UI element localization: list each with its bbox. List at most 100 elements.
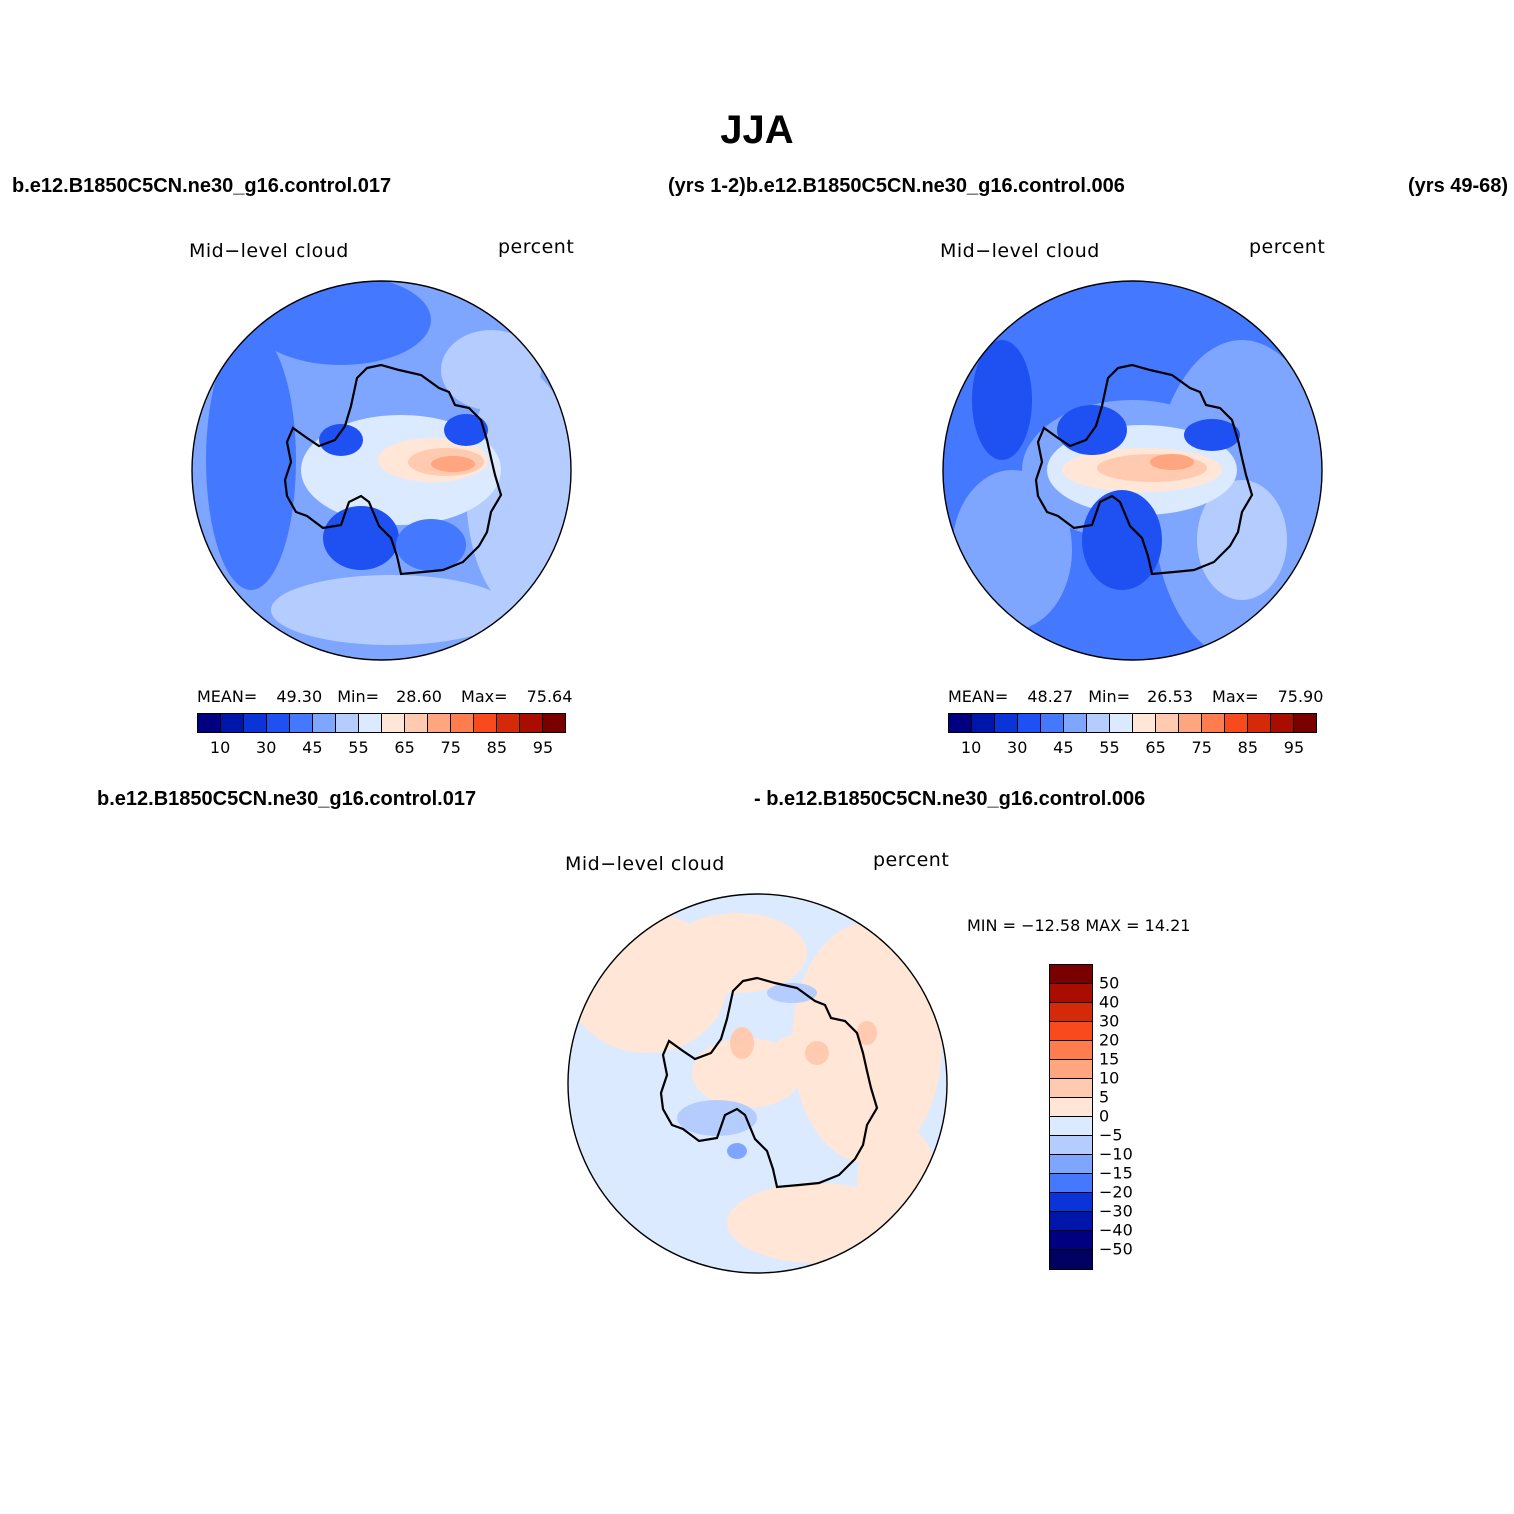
colorbar-tick-label: 85: [486, 738, 507, 757]
panel1-max-value: 75.64: [526, 687, 573, 706]
case-label-right: (yrs 49-68): [1408, 175, 1509, 197]
panel3-variable-label: Mid−level cloud: [565, 853, 725, 875]
case-label-middle: (yrs 1-2)b.e12.B1850C5CN.ne30_g16.contro…: [668, 175, 1125, 197]
colorbar-swatch: [543, 714, 565, 732]
colorbar-swatch: [1225, 714, 1248, 732]
colorbar-tick-label: −40: [1099, 1220, 1133, 1240]
colorbar-tick-label: 55: [348, 738, 369, 757]
panel3-map: [567, 893, 948, 1274]
colorbar-swatch: [1050, 1250, 1092, 1269]
colorbar-swatch: [198, 714, 221, 732]
colorbar-tick-label: 30: [1007, 738, 1028, 757]
colorbar-swatch: [244, 714, 267, 732]
colorbar-swatch: [497, 714, 520, 732]
antarctica-coastline: [283, 363, 503, 576]
colorbar-tick-label: 65: [394, 738, 415, 757]
colorbar-tick-label: −5: [1099, 1125, 1123, 1145]
colorbar-swatch: [1050, 1003, 1092, 1022]
colorbar-tick-label: 55: [1099, 738, 1120, 757]
colorbar-swatch: [1050, 1212, 1092, 1231]
panel3-colorbar: [1049, 964, 1093, 1270]
colorbar-swatch: [1050, 1041, 1092, 1060]
panel2-mean-label: MEAN=: [948, 687, 1009, 706]
panel1-map: [191, 280, 572, 661]
panel2-max-label: Max=: [1212, 687, 1259, 706]
colorbar-swatch: [405, 714, 428, 732]
colorbar-tick-label: 20: [1099, 1030, 1120, 1050]
colorbar-swatch: [1050, 1079, 1092, 1098]
colorbar-swatch: [1018, 714, 1041, 732]
colorbar-tick-label: 10: [960, 738, 982, 757]
map-boundary: [942, 280, 1323, 661]
colorbar-tick-label: 30: [256, 738, 277, 757]
colorbar-swatch: [1087, 714, 1110, 732]
colorbar-swatch: [1248, 714, 1271, 732]
colorbar-swatch: [428, 714, 451, 732]
colorbar-swatch: [1050, 1060, 1092, 1079]
colorbar-swatch: [1050, 1098, 1092, 1117]
colorbar-swatch: [336, 714, 359, 732]
panel2-stats: MEAN= 48.27 Min= 26.53 Max= 75.90: [948, 687, 1323, 706]
diff-case-label-left: b.e12.B1850C5CN.ne30_g16.control.017: [97, 788, 477, 810]
colorbar-tick-label: 85: [1237, 738, 1258, 757]
colorbar-tick-label: −30: [1099, 1201, 1133, 1221]
panel3-minmax: MIN = −12.58 MAX = 14.21: [967, 916, 1191, 935]
panel1-mean-label: MEAN=: [197, 687, 258, 706]
panel1-min-value: 28.60: [396, 687, 442, 706]
colorbar-swatch: [1064, 714, 1087, 732]
colorbar-tick-label: 45: [302, 738, 323, 757]
colorbar-swatch: [382, 714, 405, 732]
colorbar-tick-label: 0: [1099, 1106, 1110, 1126]
panel1-max-label: Max=: [461, 687, 508, 706]
colorbar-tick-label: 10: [1099, 1068, 1120, 1088]
panel1-min-label: Min=: [337, 687, 380, 706]
colorbar-swatch: [972, 714, 995, 732]
colorbar-tick-label: 45: [1053, 738, 1074, 757]
colorbar-swatch: [1179, 714, 1202, 732]
diff-case-label-right: - b.e12.B1850C5CN.ne30_g16.control.006: [754, 788, 1146, 810]
colorbar-swatch: [267, 714, 290, 732]
colorbar-swatch: [474, 714, 497, 732]
colorbar-swatch: [359, 714, 382, 732]
colorbar-tick-label: 95: [532, 738, 554, 757]
panel1-variable-label: Mid−level cloud: [189, 240, 349, 262]
colorbar-tick-label: 40: [1099, 992, 1120, 1012]
colorbar-tick-label: 75: [1191, 738, 1212, 757]
colorbar-swatch: [1041, 714, 1064, 732]
colorbar-swatch: [1133, 714, 1156, 732]
map-boundary: [191, 280, 572, 661]
colorbar-swatch: [520, 714, 543, 732]
panel1-stats: MEAN= 49.30 Min= 28.60 Max= 75.64: [197, 687, 572, 706]
colorbar-swatch: [1050, 965, 1092, 984]
panel2-variable-label: Mid−level cloud: [940, 240, 1100, 262]
colorbar-swatch: [1050, 1022, 1092, 1041]
colorbar-tick-label: 10: [209, 738, 231, 757]
colorbar-tick-label: 5: [1099, 1087, 1110, 1107]
colorbar-tick-label: 75: [440, 738, 461, 757]
colorbar-tick-label: −10: [1099, 1144, 1133, 1164]
antarctica-coastline: [659, 976, 879, 1189]
colorbar-swatch: [1156, 714, 1179, 732]
colorbar-swatch: [1110, 714, 1133, 732]
colorbar-tick-label: 50: [1099, 973, 1120, 993]
colorbar-tick-label: −15: [1099, 1163, 1133, 1183]
colorbar-tick-label: −20: [1099, 1182, 1133, 1202]
colorbar-swatch: [1271, 714, 1294, 732]
panel3-units-label: percent: [873, 849, 950, 871]
colorbar-swatch: [995, 714, 1018, 732]
panel1-units-label: percent: [498, 236, 575, 258]
figure-title: JJA: [720, 108, 794, 152]
panel2-colorbar: [948, 713, 1317, 733]
colorbar-swatch: [313, 714, 336, 732]
panel2-mean-value: 48.27: [1027, 687, 1074, 706]
panel2-map: [942, 280, 1323, 661]
colorbar-tick-label: −50: [1099, 1239, 1133, 1259]
colorbar-swatch: [949, 714, 972, 732]
panel2-min-value: 26.53: [1147, 687, 1193, 706]
colorbar-swatch: [1050, 1155, 1092, 1174]
panel2-max-value: 75.90: [1277, 687, 1324, 706]
colorbar-swatch: [290, 714, 313, 732]
panel2-min-label: Min=: [1088, 687, 1131, 706]
colorbar-tick-label: 65: [1145, 738, 1166, 757]
colorbar-swatch: [1050, 1136, 1092, 1155]
